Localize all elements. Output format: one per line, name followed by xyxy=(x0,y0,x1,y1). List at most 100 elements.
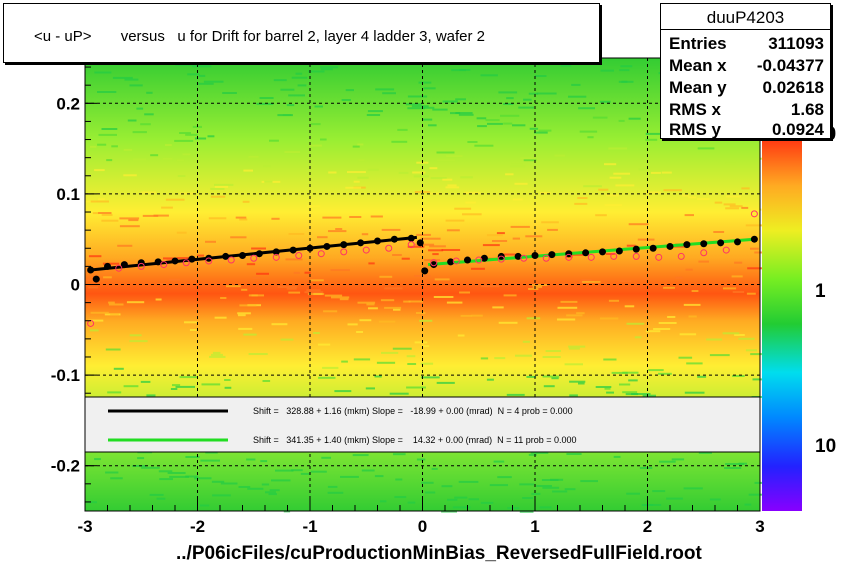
density-cell xyxy=(455,98,466,101)
density-cell xyxy=(375,88,395,91)
density-cell xyxy=(144,113,154,116)
density-cell xyxy=(418,81,432,84)
density-cell xyxy=(89,329,99,332)
density-cell xyxy=(394,496,407,499)
density-cell xyxy=(261,483,270,486)
density-cell xyxy=(271,217,280,220)
filled-marker-point xyxy=(430,261,438,269)
density-cell xyxy=(127,119,137,122)
density-cell xyxy=(146,91,153,94)
density-cell xyxy=(242,200,250,203)
density-cell xyxy=(622,371,639,374)
density-cell xyxy=(265,491,276,494)
density-cell xyxy=(523,159,537,162)
fit-legend-text: Shift = 328.88 + 1.16 (mkm) Slope = -18.… xyxy=(253,406,573,416)
density-cell xyxy=(571,83,581,86)
density-cell xyxy=(320,68,333,71)
density-cell xyxy=(176,231,187,234)
density-cell xyxy=(550,478,564,481)
density-cell xyxy=(497,476,512,479)
density-cell xyxy=(407,501,416,504)
density-cell xyxy=(162,157,173,160)
density-cell xyxy=(416,312,426,314)
density-cell xyxy=(414,341,428,344)
density-cell xyxy=(639,467,653,469)
density-cell xyxy=(241,288,248,291)
density-cell xyxy=(169,475,189,478)
density-cell xyxy=(528,92,539,95)
density-cell xyxy=(679,333,697,336)
open-marker-point xyxy=(340,248,348,256)
density-cell xyxy=(423,106,435,109)
open-marker-point xyxy=(452,257,460,265)
density-cell xyxy=(437,159,456,162)
density-cell xyxy=(606,391,614,394)
density-cell xyxy=(592,116,608,119)
density-cell xyxy=(119,217,140,220)
density-cell xyxy=(608,147,628,150)
density-cell xyxy=(170,388,178,390)
density-cell xyxy=(734,334,745,336)
density-cell xyxy=(335,228,343,230)
density-cell xyxy=(626,322,645,325)
density-cell xyxy=(368,262,375,265)
density-cell xyxy=(210,187,225,190)
density-cell xyxy=(382,92,396,95)
density-cell xyxy=(536,92,557,95)
density-cell xyxy=(744,503,752,506)
x-tick-label: -2 xyxy=(190,517,205,536)
density-cell xyxy=(317,343,331,346)
density-cell xyxy=(706,338,723,341)
density-cell xyxy=(353,180,360,183)
density-cell xyxy=(280,338,294,341)
density-cell xyxy=(628,117,641,120)
density-cell xyxy=(381,351,399,354)
density-cell xyxy=(568,253,585,256)
density-cell xyxy=(683,303,701,306)
density-cell xyxy=(159,478,173,481)
filled-marker-point xyxy=(548,251,556,259)
density-cell xyxy=(85,278,92,281)
density-cell xyxy=(309,144,322,147)
density-cell xyxy=(460,176,473,179)
density-cell xyxy=(397,128,408,131)
density-cell xyxy=(503,294,517,297)
x-tick-label: -3 xyxy=(77,517,92,536)
density-cell xyxy=(140,123,151,126)
density-cell xyxy=(405,103,422,106)
density-cell xyxy=(341,99,351,101)
density-cell xyxy=(384,306,402,309)
density-cell xyxy=(92,212,100,215)
density-cell xyxy=(599,100,611,103)
density-cell xyxy=(446,301,463,304)
density-cell xyxy=(102,262,120,265)
density-cell xyxy=(462,213,482,216)
density-cell xyxy=(381,228,401,231)
density-cell xyxy=(220,297,227,299)
density-cell xyxy=(634,336,642,339)
density-cell xyxy=(608,299,619,302)
density-cell xyxy=(557,318,576,321)
x-tick-label: 2 xyxy=(643,517,652,536)
density-cell xyxy=(452,506,471,509)
stat-value: 1.68 xyxy=(790,100,824,119)
density-cell xyxy=(526,375,537,378)
density-cell xyxy=(496,232,505,235)
density-cell xyxy=(238,314,246,317)
density-cell xyxy=(184,321,198,324)
density-cell xyxy=(413,175,429,178)
density-cell xyxy=(384,287,403,290)
density-cell xyxy=(429,245,446,248)
density-cell xyxy=(519,483,535,486)
density-cell xyxy=(422,118,433,121)
density-cell xyxy=(220,482,238,485)
density-cell xyxy=(750,247,759,250)
density-cell xyxy=(471,314,483,317)
density-cell xyxy=(165,144,172,147)
density-cell xyxy=(626,244,636,247)
density-cell xyxy=(541,221,559,224)
stats-hist-name: duuP4203 xyxy=(706,8,785,27)
density-cell xyxy=(569,380,586,383)
filled-marker-point xyxy=(289,246,297,254)
density-cell xyxy=(367,168,379,171)
